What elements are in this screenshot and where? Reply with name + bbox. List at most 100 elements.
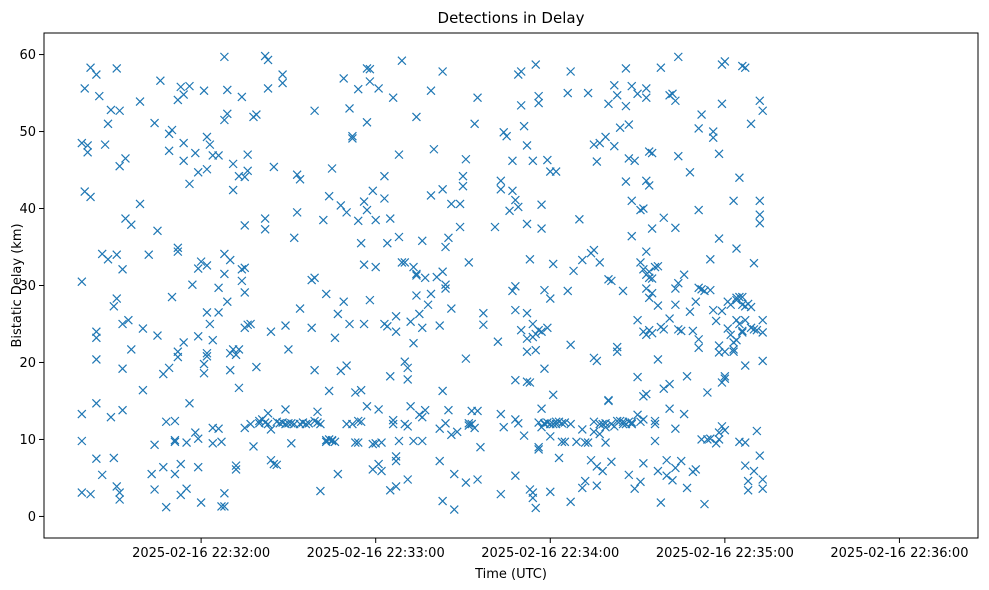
- data-point-marker: [283, 344, 293, 354]
- data-point-marker: [510, 375, 520, 385]
- data-point-marker: [668, 475, 677, 485]
- data-point-marker: [193, 462, 203, 472]
- data-point-marker: [263, 84, 273, 93]
- data-point-marker: [705, 285, 715, 295]
- data-point-marker: [219, 269, 229, 279]
- data-point-marker: [345, 104, 354, 113]
- data-point-marker: [199, 86, 209, 96]
- data-point-marker: [746, 323, 756, 333]
- data-point-marker: [374, 459, 384, 469]
- data-point-marker: [251, 362, 261, 372]
- data-point-marker: [80, 84, 90, 93]
- data-point-marker: [234, 344, 244, 354]
- data-point-marker: [179, 338, 189, 347]
- data-point-marker: [612, 342, 622, 352]
- data-point-marker: [446, 430, 456, 440]
- data-point-marker: [414, 309, 424, 319]
- data-point-marker: [499, 422, 509, 432]
- data-point-marker: [478, 320, 488, 330]
- data-point-marker: [531, 345, 541, 355]
- data-point-marker: [572, 437, 581, 447]
- data-point-marker: [286, 438, 296, 448]
- data-point-marker: [746, 119, 756, 129]
- data-point-marker: [726, 300, 736, 310]
- data-point-marker: [641, 84, 651, 93]
- data-point-marker: [388, 419, 398, 429]
- data-point-marker: [170, 416, 180, 426]
- data-point-marker: [260, 224, 270, 234]
- data-point-marker: [86, 192, 95, 202]
- data-point-marker: [374, 405, 384, 414]
- data-point-marker: [624, 120, 634, 130]
- data-point-marker: [333, 469, 343, 479]
- data-point-marker: [627, 196, 637, 206]
- data-point-marker: [516, 100, 526, 110]
- data-point-marker: [609, 80, 619, 90]
- data-point-marker: [729, 344, 739, 354]
- data-point-marker: [723, 324, 733, 334]
- data-point-marker: [659, 213, 669, 223]
- data-point-marker: [185, 179, 194, 189]
- data-point-marker: [592, 481, 602, 491]
- data-point-marker: [214, 283, 224, 293]
- data-point-marker: [409, 262, 418, 272]
- data-point-marker: [310, 273, 320, 283]
- data-point-marker: [685, 307, 695, 317]
- data-point-marker: [91, 398, 101, 408]
- data-point-marker: [740, 315, 750, 325]
- data-point-marker: [228, 159, 238, 169]
- data-point-marker: [714, 428, 724, 437]
- data-point-marker: [359, 197, 369, 207]
- data-point-marker: [173, 352, 183, 362]
- data-point-marker: [641, 389, 651, 399]
- data-point-marker: [237, 276, 247, 286]
- data-point-marker: [231, 350, 241, 360]
- data-point-marker: [510, 195, 520, 205]
- data-point-marker: [519, 121, 529, 131]
- data-point-marker: [641, 330, 651, 340]
- data-point-marker: [330, 333, 340, 343]
- data-point-marker: [455, 222, 465, 232]
- data-point-marker: [630, 156, 640, 166]
- data-point-marker: [758, 328, 768, 337]
- data-point-marker: [313, 418, 322, 427]
- data-point-marker: [670, 223, 680, 233]
- data-point-marker: [496, 176, 506, 186]
- data-point-marker: [580, 476, 590, 486]
- data-point-marker: [170, 437, 180, 447]
- data-point-marker: [371, 262, 381, 272]
- data-point-marker: [417, 436, 427, 446]
- data-point-marker: [647, 224, 657, 233]
- data-point-marker: [77, 138, 87, 148]
- data-point-marker: [385, 214, 395, 223]
- data-point-marker: [278, 70, 288, 79]
- data-point-marker: [420, 273, 430, 283]
- data-point-marker: [554, 453, 564, 463]
- data-point-marker: [633, 372, 642, 382]
- data-point-marker: [365, 295, 375, 305]
- y-tick-label: 50: [19, 125, 36, 140]
- data-point-marker: [150, 440, 159, 450]
- data-point-marker: [737, 328, 747, 337]
- data-point-marker: [86, 489, 95, 499]
- data-point-marker: [196, 257, 206, 267]
- data-point-marker: [214, 424, 224, 434]
- data-point-marker: [446, 304, 456, 314]
- data-point-marker: [705, 434, 715, 444]
- data-point-marker: [202, 132, 212, 142]
- data-point-marker: [560, 418, 570, 427]
- data-point-marker: [606, 276, 616, 286]
- data-point-marker: [406, 317, 416, 327]
- data-point-marker: [743, 476, 753, 486]
- data-point-marker: [522, 347, 532, 357]
- data-point-marker: [534, 91, 544, 101]
- data-point-marker: [606, 457, 616, 467]
- data-point-marker: [679, 409, 689, 419]
- data-point-marker: [673, 324, 683, 334]
- data-point-marker: [176, 82, 186, 92]
- data-point-marker: [121, 154, 130, 163]
- data-point-marker: [644, 147, 654, 156]
- data-point-marker: [400, 357, 410, 367]
- data-point-marker: [135, 199, 145, 209]
- data-point-marker: [705, 254, 715, 264]
